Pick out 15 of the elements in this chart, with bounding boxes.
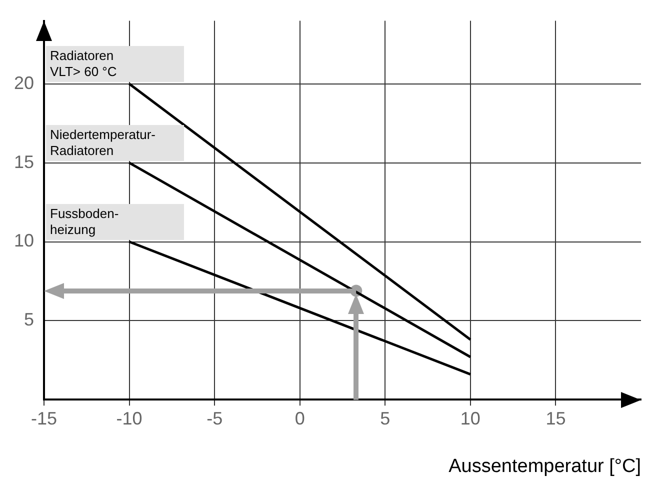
label-box: Radiatoren VLT> 60 °C (46, 46, 184, 82)
x-tick-label: 0 (294, 408, 305, 428)
y-tick-label: 10 (14, 230, 34, 251)
x-tick-label: -5 (206, 408, 223, 428)
label-box: Fussboden- heizung (46, 204, 184, 240)
x-tick-label: 15 (546, 408, 566, 428)
y-tick-label: 5 (24, 310, 34, 330)
y-tick-label: 15 (14, 152, 34, 172)
x-axis-title: Aussentemperatur [°C] (448, 456, 641, 477)
label-box: Niedertemperatur- Radiatoren (46, 124, 184, 161)
x-tick-label: 10 (460, 408, 480, 428)
x-tick-label: 5 (380, 408, 390, 428)
x-tick-label: -15 (31, 408, 58, 428)
x-tick-label: -10 (116, 408, 142, 428)
y-tick-label: 20 (14, 72, 34, 93)
